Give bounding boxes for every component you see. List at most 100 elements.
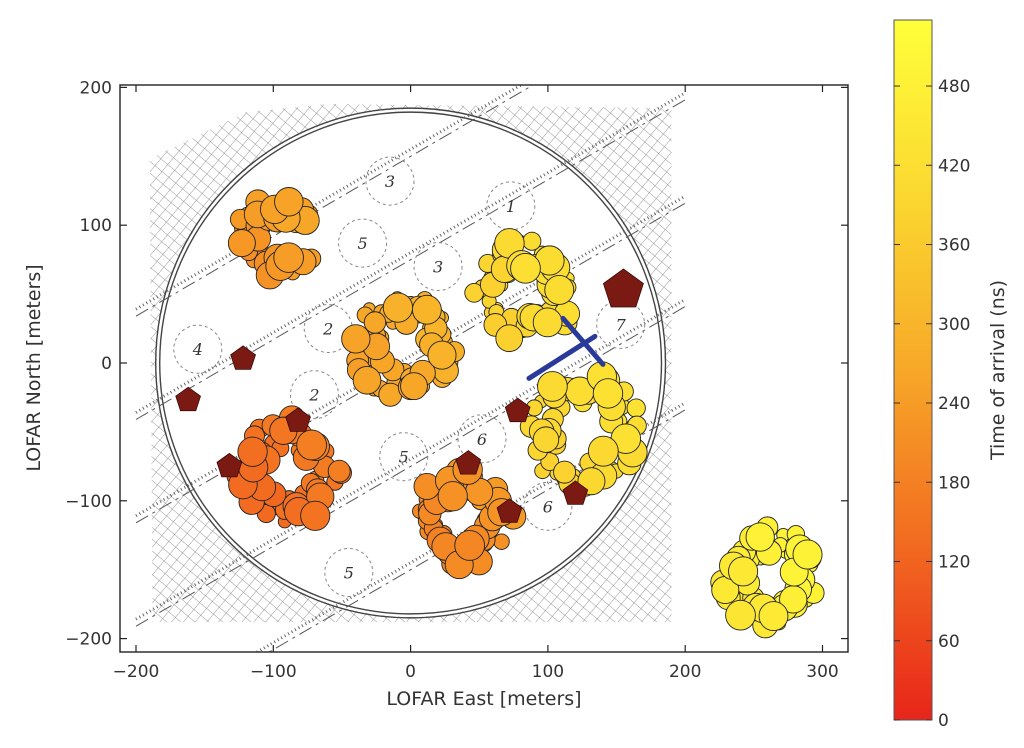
map-circle-inner [159,111,663,615]
pentagon-marker [496,498,523,523]
station-marker [537,371,568,402]
station-marker [493,533,510,550]
pentagon-marker [455,450,482,475]
y-tick-label: 0 [101,354,112,374]
y-axis: −200 −100 0 100 200 [65,78,848,650]
station-marker [553,460,577,484]
colorbar-tick-label: 180 [938,473,970,493]
map-field-circle [596,299,646,349]
map-dashdot-line [135,85,535,317]
colorbar-label: Time of arrival (ns) [987,280,1009,461]
map-dashdot-line [135,202,686,524]
colorbar-tick-label: 60 [938,632,960,652]
y-tick-label: −200 [65,630,112,650]
colorbar-tick-label: 360 [938,236,970,256]
x-tick-label: 100 [532,662,564,682]
map-field-label: 5 [399,448,409,467]
pentagon-marker [216,452,243,478]
map-field-circle [289,370,339,420]
station-marker [792,539,823,570]
map-field-label: 3 [433,258,443,277]
station-marker [745,522,775,552]
map-field-circle [413,242,463,292]
map-field-circle [338,218,388,268]
colorbar-tick-label: 480 [938,77,970,97]
map-dashdot-line [135,306,686,627]
map-field-label: 2 [322,320,333,339]
map-dashdot-line [268,409,686,652]
x-axis: −200 −100 0 100 200 300 [113,85,839,682]
map-field-label: 6 [477,430,487,449]
station-marker [427,340,457,370]
station-marker [237,436,268,467]
map-field-label: 5 [357,234,367,253]
shower-core-marker [526,315,606,381]
map-dashdot-line [135,99,686,420]
station-marker [587,435,619,467]
station-marker [532,307,563,338]
map-field-circle [379,432,429,482]
station-marker [227,229,256,258]
pentagon-marker [285,407,311,432]
station-marker [296,429,327,461]
y-tick-label: −100 [65,492,112,512]
station-marker [758,601,789,631]
station-marker [273,242,304,273]
station-marker [274,187,304,217]
station-marker [437,481,468,512]
station-marker [412,294,442,325]
colorbar-axis: 0 60 120 180 240 300 360 420 480 [894,77,970,731]
station-marker [626,398,646,418]
pentagon-marker [175,386,201,412]
station-marker [522,231,542,251]
y-tick-label: 100 [80,216,112,236]
shower-core-x-stroke [560,315,606,367]
x-axis-label: LOFAR East [meters] [386,688,581,710]
station-marker [592,378,624,409]
map-field-circle [365,156,415,206]
colorbar-tick-label: 0 [938,711,949,731]
station-marker [382,292,414,323]
y-axis-label: LOFAR North [meters] [23,264,45,471]
map-field-label: 2 [308,386,319,405]
map-field-circle [173,324,223,374]
pentagon-marker [562,480,589,505]
station-marker [728,556,759,587]
station-marker [352,365,382,395]
station-marker [363,311,387,334]
map-field-label: 1 [506,197,516,216]
map-field-circle [457,414,507,464]
plot-frame [119,84,849,653]
station-markers [226,187,825,639]
x-tick-label: −100 [250,662,297,682]
pentagon-marker [504,397,531,423]
station-marker [454,530,486,561]
station-marker [532,426,560,453]
pentagon-markers [175,268,644,523]
station-marker [341,324,371,354]
map-field-circle [523,481,573,531]
pentagon-marker [602,268,644,308]
station-marker [300,500,331,531]
pentagon-marker [230,345,256,370]
map-field-circle [324,547,374,597]
map-field-label: 3 [385,172,395,191]
colorbar-tick-label: 120 [938,553,970,573]
x-tick-label: −200 [113,662,160,682]
x-tick-label: 300 [806,662,838,682]
station-marker [400,372,428,401]
station-marker [327,459,351,483]
station-marker [544,274,575,305]
colorbar-tick-label: 300 [938,315,970,335]
colorbar [893,19,933,721]
map-field-label: 4 [192,340,203,359]
map-circle-outer [155,107,667,619]
station-marker [510,252,541,284]
y-tick-label: 200 [80,78,112,98]
map-field-label: 6 [543,497,553,516]
colorbar-tick-label: 420 [938,156,970,176]
station-marker [725,599,756,631]
x-tick-label: 0 [405,662,416,682]
map-field-label: 5 [344,563,354,582]
